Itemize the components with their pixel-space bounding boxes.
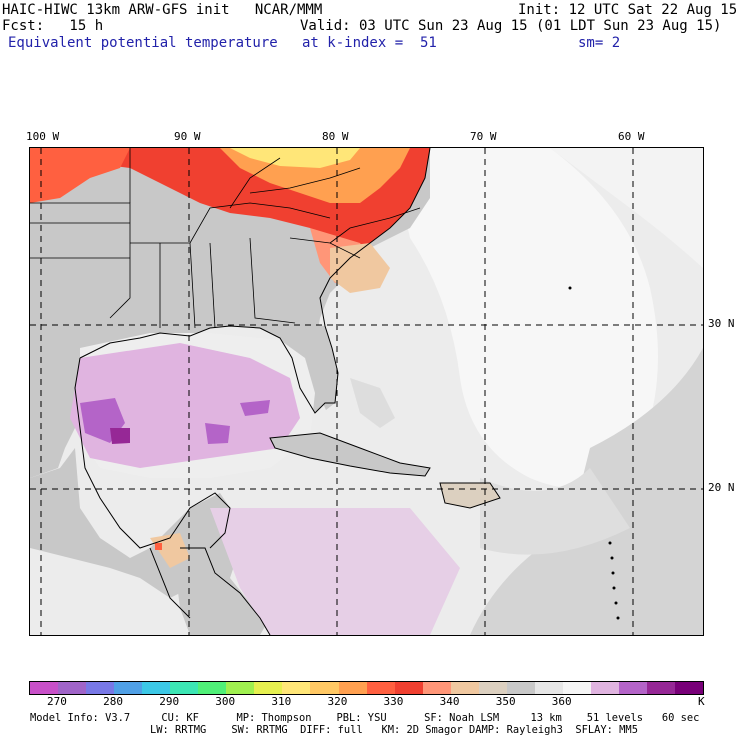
init-time: Init: 12 UTC Sat 22 Aug 15 <box>518 2 738 18</box>
colorbar-tick-label: 360 <box>551 695 572 708</box>
valid-time: Valid: 03 UTC Sun 23 Aug 15 (01 LDT Sun … <box>300 18 722 34</box>
model-title: HAIC-HIWC 13km ARW-GFS init NCAR/MMM <box>2 2 323 18</box>
colorbar-swatch <box>478 682 507 694</box>
colorbar-swatch <box>366 682 395 694</box>
bahamas <box>350 378 395 428</box>
colorbar-swatch <box>198 682 227 694</box>
colorbar-unit: K <box>698 695 705 708</box>
colorbar-swatch <box>422 682 451 694</box>
colorbar-swatch <box>58 682 87 694</box>
lon-label-80w: 80 W <box>322 130 349 143</box>
colorbar-tick-label: 330 <box>383 695 404 708</box>
graticule <box>30 148 703 635</box>
colorbar-swatch <box>282 682 311 694</box>
florida <box>295 323 338 410</box>
colorbar-swatch <box>30 682 59 694</box>
field-name: Equivalent potential temperature <box>8 35 278 51</box>
colorbar-swatch <box>534 682 563 694</box>
lon-label-100w: 100 W <box>26 130 60 143</box>
forecast-hour: Fcst: 15 h <box>2 18 104 34</box>
colorbar-swatch <box>226 682 255 694</box>
state-borders <box>30 148 421 329</box>
smoothing: sm= 2 <box>578 35 621 51</box>
caribbean-purple <box>210 508 460 635</box>
colorbar-swatch <box>142 682 171 694</box>
warm-region-west <box>30 148 130 203</box>
colorbar-swatch <box>86 682 115 694</box>
colorbar-swatch <box>647 682 676 694</box>
colorbar-swatch <box>506 682 535 694</box>
colorbar-swatch <box>450 682 479 694</box>
gulf-purple-dark-2 <box>205 423 230 444</box>
theta-e-map <box>29 147 704 636</box>
level-index: at k-index = 51 <box>302 35 437 51</box>
colorbar-swatch <box>254 682 283 694</box>
coastlines <box>74 148 501 635</box>
colorbar-tick-label: 300 <box>215 695 236 708</box>
lat-label-20n: 20 N <box>708 481 735 494</box>
coast-warm <box>330 243 390 293</box>
lon-label-90w: 90 W <box>174 130 201 143</box>
colorbar-tick-label: 310 <box>271 695 292 708</box>
colorbar-swatch <box>310 682 339 694</box>
gulf-purple-dark-4 <box>110 428 130 444</box>
colorbar-tick-label: 320 <box>327 695 348 708</box>
colorbar-swatch <box>338 682 367 694</box>
footer-line-1: Model Info: V3.7 CU: KF MP: Thompson PBL… <box>30 712 700 724</box>
warm-region-yellow <box>230 148 360 168</box>
lon-label-70w: 70 W <box>470 130 497 143</box>
gulf-purple-dark-3 <box>240 400 270 416</box>
lesser-antilles <box>568 286 620 620</box>
cuba <box>270 433 430 476</box>
colorbar-swatch <box>618 682 648 694</box>
colorbar-tick-label: 350 <box>495 695 516 708</box>
colorbar-tick-label: 340 <box>439 695 460 708</box>
colorbar-tick-label: 270 <box>47 695 67 708</box>
colorbar-swatch <box>675 682 704 694</box>
colorbar-tick-label: 280 <box>103 695 123 708</box>
lat-label-30n: 30 N <box>708 317 735 330</box>
central-am-hot <box>155 543 162 550</box>
map-canvas <box>30 148 703 635</box>
colorbar-swatch <box>394 682 423 694</box>
colorbar <box>29 681 704 695</box>
atlantic-light-band <box>390 148 658 488</box>
atlantic-light-band-2 <box>550 148 703 268</box>
colorbar-swatch <box>590 682 619 694</box>
colorbar-swatch <box>114 682 143 694</box>
footer-line-2: LW: RRTMG SW: RRTMG DIFF: full KM: 2D Sm… <box>150 724 638 736</box>
colorbar-tick-label: 290 <box>159 695 180 708</box>
lon-label-60w: 60 W <box>618 130 645 143</box>
colorbar-swatch <box>170 682 199 694</box>
atlantic-gray-2 <box>480 468 630 555</box>
colorbar-swatch <box>562 682 591 694</box>
